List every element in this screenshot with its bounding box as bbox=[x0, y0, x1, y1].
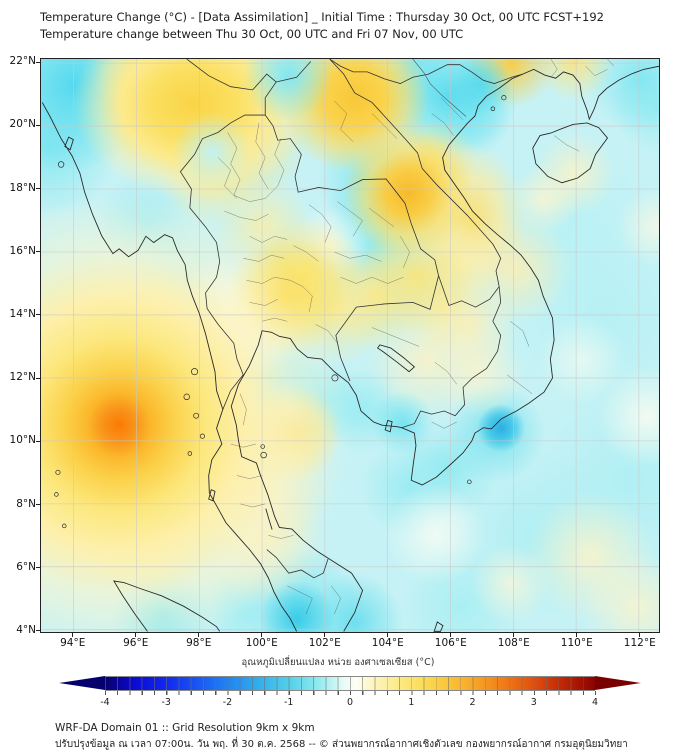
lon-tick-mark bbox=[576, 633, 578, 637]
lon-tick-label: 108°E bbox=[497, 637, 530, 649]
lon-tick-label: 112°E bbox=[623, 637, 656, 649]
lon-tick-label: 106°E bbox=[434, 637, 467, 649]
lat-tick-mark bbox=[36, 567, 40, 569]
temperature-field bbox=[41, 59, 659, 632]
lat-tick-label: 8°N bbox=[16, 497, 36, 510]
lon-tick-label: 104°E bbox=[371, 637, 404, 649]
colorbar-tick-label: 4 bbox=[591, 697, 599, 708]
colorbar-tick-label: -3 bbox=[161, 697, 171, 708]
lat-tick-label: 4°N bbox=[16, 623, 36, 636]
colorbar-right-arrow bbox=[595, 676, 641, 690]
lon-tick-label: 102°E bbox=[308, 637, 341, 649]
lat-tick-mark bbox=[36, 124, 40, 126]
map-subtitle: Temperature change between Thu 30 Oct, 0… bbox=[40, 27, 464, 41]
lat-tick-mark bbox=[36, 377, 40, 379]
lon-tick-label: 98°E bbox=[186, 637, 212, 649]
country-borders bbox=[180, 59, 522, 578]
lat-tick-mark bbox=[36, 188, 40, 189]
lon-tick-mark bbox=[639, 633, 641, 637]
lon-tick-label: 96°E bbox=[123, 637, 149, 649]
lon-tick-mark bbox=[72, 633, 74, 637]
colorbar-tick-label: -1 bbox=[284, 697, 294, 708]
lat-tick-mark bbox=[36, 314, 40, 316]
lon-tick-mark bbox=[135, 633, 137, 637]
map-overlay bbox=[41, 59, 659, 632]
lon-tick-mark bbox=[387, 633, 389, 637]
lon-tick-mark bbox=[450, 633, 452, 637]
colorbar-tick-label: 2 bbox=[469, 697, 476, 708]
colorbar-title: อุณหภูมิเปลี่ยนแปลง หน่วย องศาเซลเซียส (… bbox=[241, 657, 435, 668]
colorbar-tick-label: 1 bbox=[408, 697, 415, 708]
lat-tick-mark bbox=[36, 630, 40, 632]
lat-tick-label: 22°N bbox=[9, 55, 36, 68]
lat-tick-mark bbox=[36, 251, 40, 253]
lat-tick-label: 14°N bbox=[9, 307, 36, 320]
lat-tick-label: 20°N bbox=[9, 118, 36, 131]
lon-tick-mark bbox=[261, 633, 263, 637]
lon-tick-label: 100°E bbox=[245, 637, 278, 649]
lon-tick-mark bbox=[324, 633, 326, 637]
map-title: Temperature Change (°C) - [Data Assimila… bbox=[40, 10, 604, 24]
colorbar-gradient bbox=[105, 676, 595, 691]
lat-tick-label: 10°N bbox=[9, 434, 36, 447]
lat-tick-label: 16°N bbox=[9, 244, 36, 257]
grid-lines bbox=[41, 59, 659, 632]
footer-domain-info: WRF-DA Domain 01 :: Grid Resolution 9km … bbox=[55, 722, 315, 734]
colorbar-left-arrow bbox=[59, 676, 105, 690]
coastline bbox=[42, 66, 659, 631]
lat-tick-mark bbox=[36, 504, 40, 505]
colorbar-tick-label: -4 bbox=[100, 697, 110, 708]
lat-tick-label: 6°N bbox=[16, 560, 36, 573]
lat-tick-label: 18°N bbox=[9, 181, 36, 194]
lat-tick-label: 12°N bbox=[9, 371, 36, 384]
footer-update-info: ปรับปรุงข้อมูล ณ เวลา 07:00น. วัน พฤ. ที… bbox=[55, 739, 628, 750]
lon-tick-label: 110°E bbox=[560, 637, 593, 649]
lat-tick-mark bbox=[36, 440, 40, 442]
small-islands bbox=[55, 96, 507, 528]
colorbar-ticks bbox=[105, 691, 596, 695]
lat-tick-mark bbox=[36, 61, 40, 63]
colorbar-tick-label: 3 bbox=[530, 697, 537, 708]
lon-tick-mark bbox=[513, 633, 515, 637]
red-river bbox=[413, 59, 466, 117]
colorbar-tick-label: -2 bbox=[222, 697, 233, 708]
map-canvas bbox=[40, 58, 660, 633]
lon-tick-label: 94°E bbox=[60, 637, 86, 649]
province-boundaries bbox=[218, 59, 614, 614]
colorbar-tick-label: 0 bbox=[346, 697, 354, 708]
lon-tick-mark bbox=[198, 633, 200, 637]
